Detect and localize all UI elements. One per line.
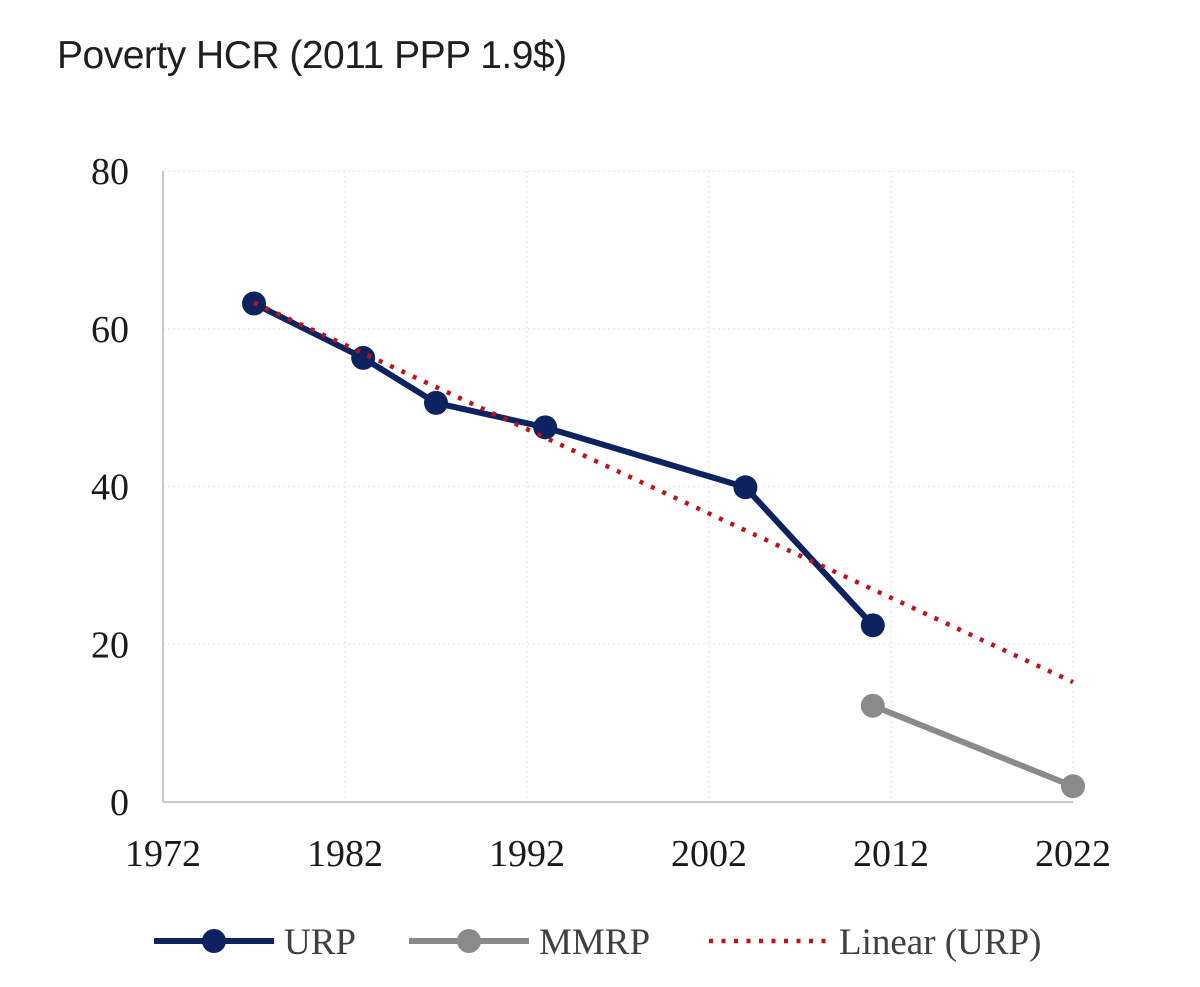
legend-label: URP [284,922,356,963]
series [242,291,1085,799]
x-tick-label: 1992 [489,833,565,875]
data-point-urp [733,475,758,500]
x-tick-label: 1982 [307,833,383,875]
x-tick-label: 2002 [671,833,747,875]
data-point-urp [351,345,376,370]
y-tick-label: 40 [91,467,129,509]
axes [162,171,1073,803]
data-point-mmrp [860,693,885,718]
y-tick-label: 20 [91,624,129,666]
y-tick-label: 60 [91,309,129,351]
x-tick-label: 2012 [853,833,929,875]
tick-labels: 0 20 40 60 80 1972 1982 1992 2002 2012 2022 [91,151,1111,875]
y-tick-label: 0 [110,782,129,824]
legend-item-urp: URP [154,922,356,963]
legend-label: MMRP [539,922,650,963]
trendline-linear-urp [253,300,1074,685]
series-line-mmrp [869,702,1076,790]
legend-label: Linear (URP) [839,922,1041,963]
data-point-urp [424,390,448,415]
legend-swatch-marker [202,929,226,953]
data-point-mmrp [1061,774,1085,799]
legend-item-linear-urp-: Linear (URP) [709,922,1041,963]
x-tick-label: 2022 [1035,833,1111,875]
chart-title: Poverty HCR (2011 PPP 1.9$) [57,34,567,77]
gridlines [163,170,1074,802]
data-point-urp [860,613,885,638]
y-tick-label: 80 [91,151,129,193]
x-tick-label: 1972 [125,833,201,875]
series-line-urp [251,300,876,629]
legend-item-mmrp: MMRP [409,922,650,963]
legend: URP MMRP Linear (URP) [154,922,1041,963]
legend-swatch-marker [457,929,481,953]
